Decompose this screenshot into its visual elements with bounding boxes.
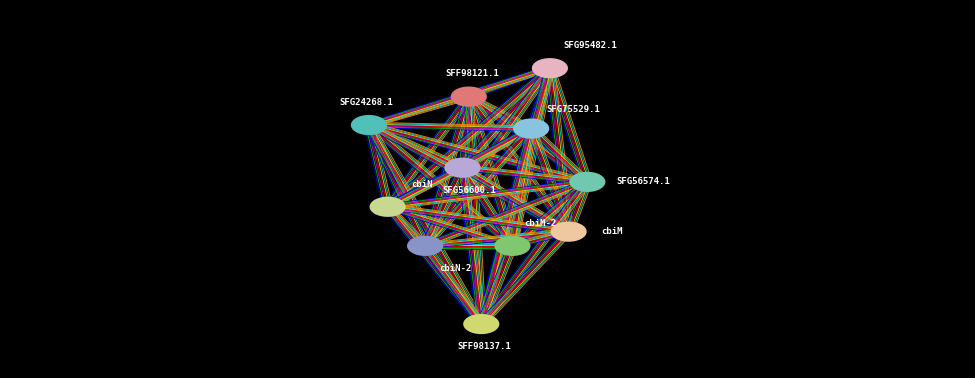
Ellipse shape — [370, 197, 406, 217]
Ellipse shape — [531, 58, 568, 78]
Ellipse shape — [513, 118, 549, 139]
Text: cbiN: cbiN — [411, 180, 433, 189]
Ellipse shape — [463, 314, 499, 334]
Ellipse shape — [407, 236, 444, 256]
Ellipse shape — [450, 87, 487, 107]
Ellipse shape — [445, 158, 481, 178]
Ellipse shape — [494, 236, 530, 256]
Text: SFG75529.1: SFG75529.1 — [547, 105, 601, 113]
Ellipse shape — [351, 115, 387, 135]
Text: SFG95482.1: SFG95482.1 — [564, 40, 617, 50]
Text: SFG24268.1: SFG24268.1 — [339, 98, 393, 107]
Text: cbiN-2: cbiN-2 — [439, 264, 471, 273]
Ellipse shape — [551, 222, 587, 242]
Text: SFG56574.1: SFG56574.1 — [616, 177, 671, 186]
Text: SFF98137.1: SFF98137.1 — [457, 342, 511, 350]
Text: SFF98121.1: SFF98121.1 — [445, 69, 499, 78]
Text: cbiM-2: cbiM-2 — [525, 219, 557, 228]
Text: SFG56600.1: SFG56600.1 — [442, 186, 495, 195]
Ellipse shape — [569, 172, 605, 192]
Text: cbiM: cbiM — [602, 227, 623, 236]
